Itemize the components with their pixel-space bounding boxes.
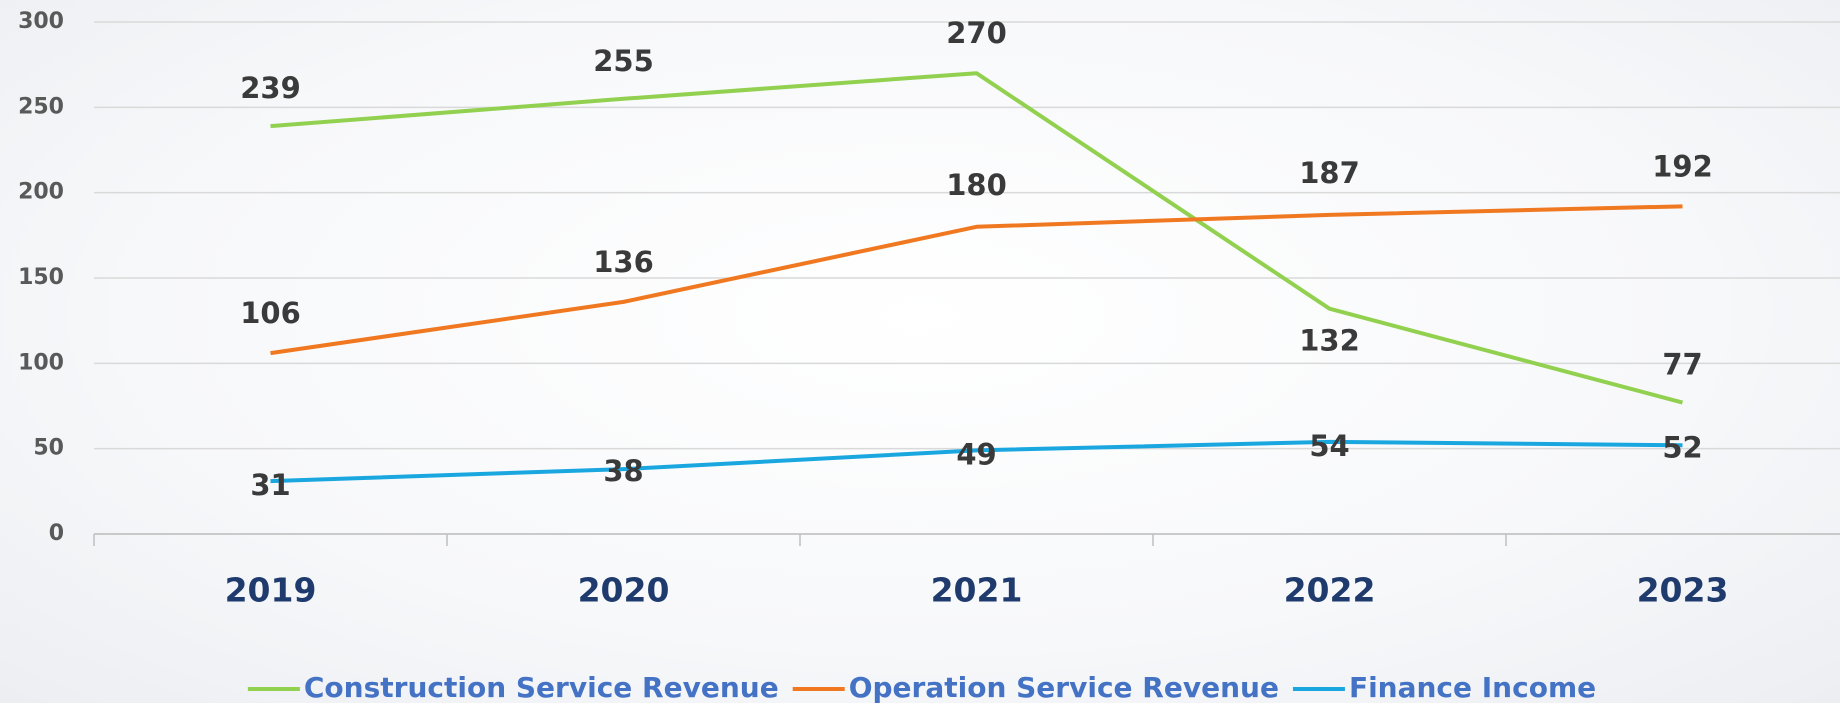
- data-label: 77: [1662, 348, 1702, 382]
- y-tick-label: 100: [18, 350, 64, 375]
- y-tick-label: 0: [49, 521, 64, 546]
- y-tick-label: 50: [33, 436, 64, 461]
- data-label: 192: [1652, 149, 1713, 183]
- y-tick-label: 200: [18, 180, 64, 205]
- x-tick-label: 2022: [1284, 571, 1376, 610]
- legend-label: Operation Service Revenue: [849, 671, 1279, 703]
- data-label: 49: [956, 437, 996, 471]
- data-label: 106: [240, 296, 301, 330]
- x-tick-label: 2020: [578, 571, 670, 610]
- data-label: 52: [1662, 430, 1702, 464]
- y-tick-label: 300: [18, 9, 64, 34]
- data-label: 136: [593, 245, 654, 279]
- series-line: [270, 71, 1684, 405]
- data-label: 54: [1309, 429, 1349, 463]
- x-tick-label: 2019: [225, 571, 317, 610]
- data-label: 187: [1299, 156, 1360, 190]
- x-tick-label: 2021: [931, 571, 1023, 610]
- legend-label: Construction Service Revenue: [304, 671, 779, 703]
- series-line: [270, 204, 1683, 356]
- data-label: 38: [603, 454, 643, 488]
- y-tick-label: 150: [18, 265, 64, 290]
- data-label: 255: [593, 44, 654, 78]
- data-label: 270: [946, 16, 1007, 50]
- series-line: [270, 439, 1683, 484]
- x-tick-label: 2023: [1637, 571, 1729, 610]
- y-tick-label: 250: [18, 94, 64, 119]
- data-label: 31: [250, 468, 290, 502]
- data-label: 132: [1299, 324, 1360, 358]
- data-label: 180: [946, 168, 1007, 202]
- data-label: 239: [240, 71, 301, 105]
- legend-label: Finance Income: [1349, 671, 1596, 703]
- legend: Construction Service Revenue Operation Se…: [304, 671, 1596, 703]
